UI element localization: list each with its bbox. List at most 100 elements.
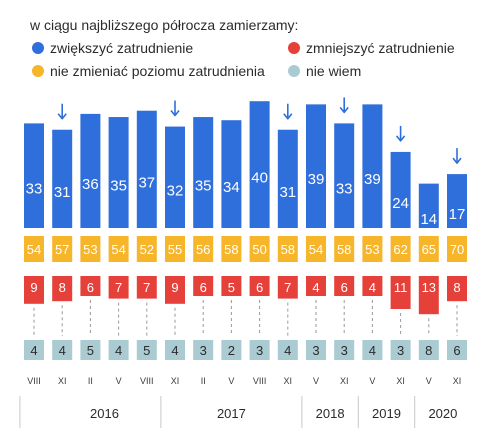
increase-bar (390, 151, 411, 228)
increase-bar-value: 33 (26, 181, 43, 198)
month-tick-label: XI (396, 376, 405, 386)
no-change-cell (80, 236, 101, 262)
month-tick-label: V (369, 376, 375, 386)
decrease-cell (447, 276, 467, 302)
dont-know-cell (277, 340, 298, 360)
dont-know-value: 2 (228, 343, 235, 358)
decrease-cell (136, 276, 157, 299)
down-arrow-head (395, 135, 406, 142)
no-change-value: 54 (27, 242, 41, 257)
no-change-value: 70 (450, 242, 464, 257)
month-tick-label: XI (171, 376, 180, 386)
increase-bar (193, 117, 214, 228)
dont-know-value: 3 (200, 343, 207, 358)
increase-bar-value: 40 (251, 170, 268, 187)
decrease-cell (108, 276, 129, 299)
increase-bar (418, 183, 439, 228)
dont-know-value: 8 (425, 343, 432, 358)
decrease-cell (277, 276, 298, 299)
no-change-cell (249, 236, 270, 262)
decrease-value: 9 (171, 280, 178, 295)
no-change-cell (390, 236, 411, 262)
no-change-cell (165, 236, 185, 262)
no-change-cell (108, 236, 129, 262)
increase-bar (24, 123, 44, 228)
no-change-value: 58 (281, 242, 295, 257)
dont-know-value: 6 (453, 343, 460, 358)
legend-label-dont-know: nie wiem (306, 63, 361, 79)
no-change-value: 58 (337, 242, 351, 257)
no-change-cell (277, 236, 298, 262)
dont-know-cell (108, 340, 129, 360)
dont-know-value: 4 (30, 343, 37, 358)
dont-know-cell (24, 340, 44, 360)
month-tick-label: XI (58, 376, 67, 386)
increase-bar-value: 24 (392, 195, 409, 212)
legend-item-dont-know: nie wiem (288, 63, 361, 79)
increase-bar-value: 31 (279, 184, 296, 201)
no-change-value: 53 (365, 242, 379, 257)
no-change-value: 56 (196, 242, 210, 257)
increase-bar (306, 104, 326, 228)
increase-bar-value: 14 (420, 211, 437, 228)
dont-know-cell (390, 340, 411, 360)
dont-know-value: 3 (397, 343, 404, 358)
month-tick-label: XI (284, 376, 293, 386)
no-change-cell (306, 236, 326, 262)
decrease-cell (24, 276, 44, 304)
increase-bar (136, 110, 157, 228)
decrease-cell (390, 276, 411, 309)
legend-swatch-no-change (32, 65, 44, 77)
dont-know-cell (418, 340, 439, 360)
dont-know-cell (52, 340, 73, 360)
year-label: 2018 (316, 406, 345, 421)
month-tick-label: V (426, 376, 432, 386)
month-tick-label: V (313, 376, 319, 386)
increase-bar-value: 39 (308, 171, 325, 188)
decrease-value: 8 (453, 280, 460, 295)
increase-bar-value: 36 (82, 176, 99, 193)
down-arrow-icon (170, 100, 180, 117)
no-change-value: 55 (168, 242, 182, 257)
dont-know-value: 3 (341, 343, 348, 358)
increase-bar (362, 104, 383, 228)
year-label: 2019 (372, 406, 401, 421)
year-label: 2016 (90, 406, 119, 421)
no-change-row: 54 57 53 54 52 55 56 58 50 58 54 58 53 62 65 70 (24, 236, 467, 262)
dont-know-value: 4 (284, 343, 291, 358)
dont-know-value: 5 (87, 343, 94, 358)
dont-know-cell (249, 340, 270, 360)
increase-bar-value: 34 (223, 179, 240, 196)
month-tick-label: VIII (27, 376, 41, 386)
decrease-value: 6 (200, 280, 207, 295)
increase-bar-value: 33 (336, 181, 353, 198)
no-change-cell (136, 236, 157, 262)
dont-know-cell (221, 340, 242, 360)
month-tick-label: XI (340, 376, 349, 386)
down-arrow-icon (339, 97, 349, 114)
down-arrow-icon (57, 103, 67, 120)
decrease-value: 6 (256, 280, 263, 295)
legend-item-decrease: zmniejszyć zatrudnienie (288, 40, 455, 56)
legend-label-increase: zwiększyć zatrudnienie (50, 40, 193, 56)
decrease-cell (249, 276, 270, 296)
down-arrow-head (57, 113, 67, 120)
decrease-value: 7 (115, 280, 122, 295)
dont-know-cell (136, 340, 157, 360)
decrease-value: 9 (30, 280, 37, 295)
increase-bar (334, 123, 355, 228)
decrease-value: 4 (312, 280, 319, 295)
increase-bar (249, 101, 270, 228)
down-arrow-head (283, 113, 293, 120)
decrease-cell (80, 276, 101, 296)
down-arrow-icon (283, 103, 293, 120)
increase-bar-value: 35 (110, 178, 127, 195)
month-tick-label: VIII (140, 376, 154, 386)
no-change-cell (221, 236, 242, 262)
decrease-cell (306, 276, 326, 296)
dont-know-value: 4 (369, 343, 376, 358)
dont-know-cell (306, 340, 326, 360)
legend-label-no-change: nie zmieniać poziomu zatrudnienia (50, 63, 265, 79)
increase-bar (52, 129, 73, 228)
